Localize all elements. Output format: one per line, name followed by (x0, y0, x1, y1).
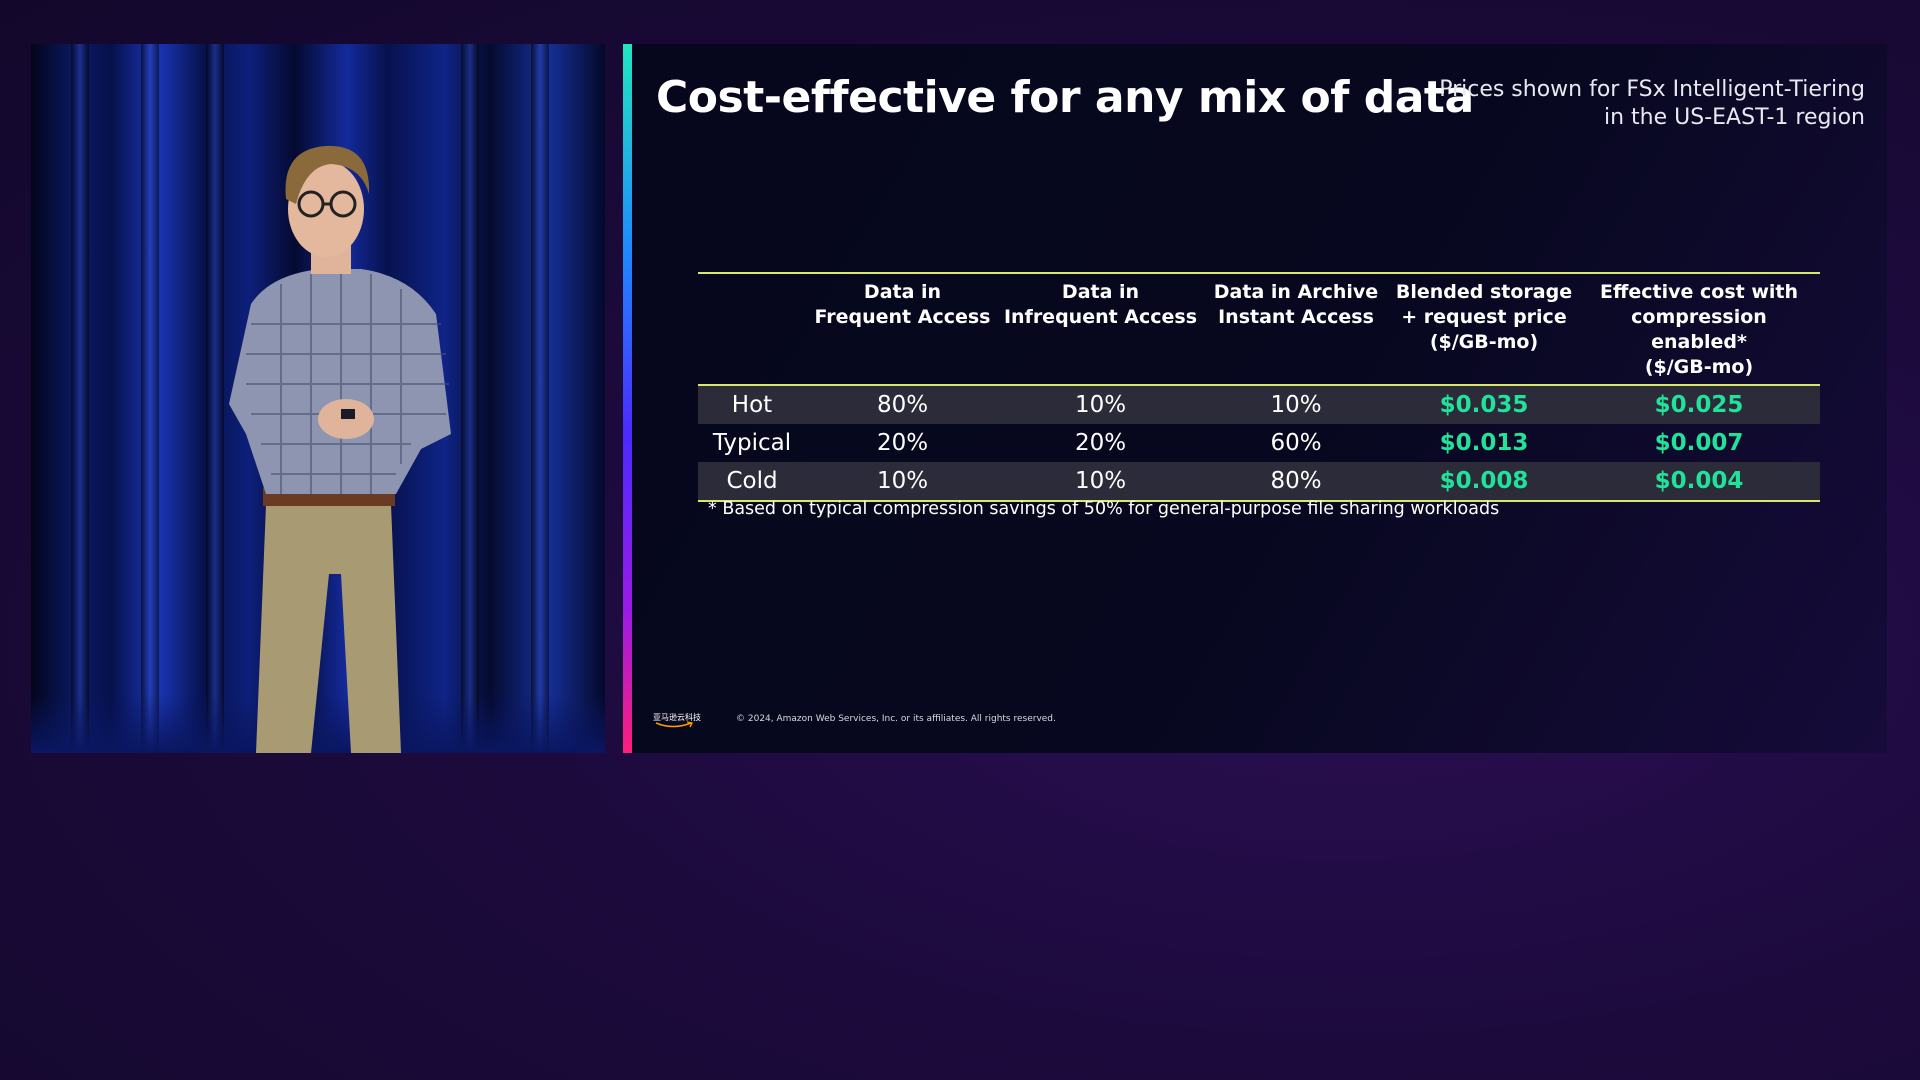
speaker-figure (229, 145, 451, 753)
blended-price-cell: $0.008 (1390, 462, 1578, 501)
copyright-notice: © 2024, Amazon Web Services, Inc. or its… (736, 714, 1056, 724)
frequent-access-cell: 80% (806, 385, 999, 424)
row-label: Hot (698, 385, 806, 424)
infrequent-access-cell: 10% (999, 385, 1202, 424)
table-header-cell: Data in Infrequent Access (999, 273, 1202, 386)
effective-cost-cell: $0.004 (1578, 462, 1820, 501)
slide-accent-bar (623, 44, 632, 753)
slide-title: Cost-effective for any mix of data (656, 72, 1474, 123)
effective-cost-cell: $0.007 (1654, 430, 1744, 456)
row-label: Typical (712, 430, 792, 456)
table-row: Hot 80% 10% 10% $0.035 $0.025 (698, 385, 1820, 424)
slide-subtitle-line1: Prices shown for FSx Intelligent-Tiering (1439, 77, 1865, 102)
archive-access-cell: 60% (1270, 430, 1322, 456)
pricing-table: Data in Frequent Access Data in Infreque… (698, 272, 1820, 502)
blended-price-cell: $0.035 (1390, 385, 1578, 424)
table-header-cell: Data in Frequent Access (806, 273, 999, 386)
table-header-cell: Data in Archive Instant Access (1202, 273, 1390, 386)
effective-cost-cell: $0.025 (1578, 385, 1820, 424)
infrequent-access-cell: 20% (1074, 430, 1127, 456)
table-header-row: Data in Frequent Access Data in Infreque… (698, 273, 1820, 386)
frequent-access-cell: 10% (806, 462, 999, 501)
table-footnote: * Based on typical compression savings o… (708, 499, 1500, 519)
table-header-cell: Blended storage + request price ($/GB-mo… (1390, 273, 1578, 386)
slide-subtitle-line2: in the US-EAST-1 region (1604, 105, 1865, 130)
table-row: Cold 10% 10% 80% $0.008 $0.004 (698, 462, 1820, 501)
archive-access-cell: 10% (1202, 385, 1390, 424)
row-label: Cold (698, 462, 806, 501)
presentation-slide: Cost-effective for any mix of data Price… (623, 44, 1887, 753)
infrequent-access-cell: 10% (999, 462, 1202, 501)
table-header-cell: Effective cost with compression enabled*… (1578, 273, 1820, 386)
blended-price-cell: $0.013 (1439, 430, 1529, 456)
archive-access-cell: 80% (1202, 462, 1390, 501)
aws-smile-icon (655, 721, 694, 728)
table-row: Typical 20% 20% 60% $0.013 $0.007 (698, 424, 1820, 462)
speaker-video (31, 44, 605, 753)
table-header-cell (698, 273, 806, 386)
aws-logo: 亚马逊云科技 (653, 712, 701, 732)
frequent-access-cell: 20% (876, 430, 929, 456)
aws-logo-text: 亚马逊云科技 (653, 713, 701, 722)
slide-subtitle: Prices shown for FSx Intelligent-Tiering… (1439, 76, 1865, 132)
